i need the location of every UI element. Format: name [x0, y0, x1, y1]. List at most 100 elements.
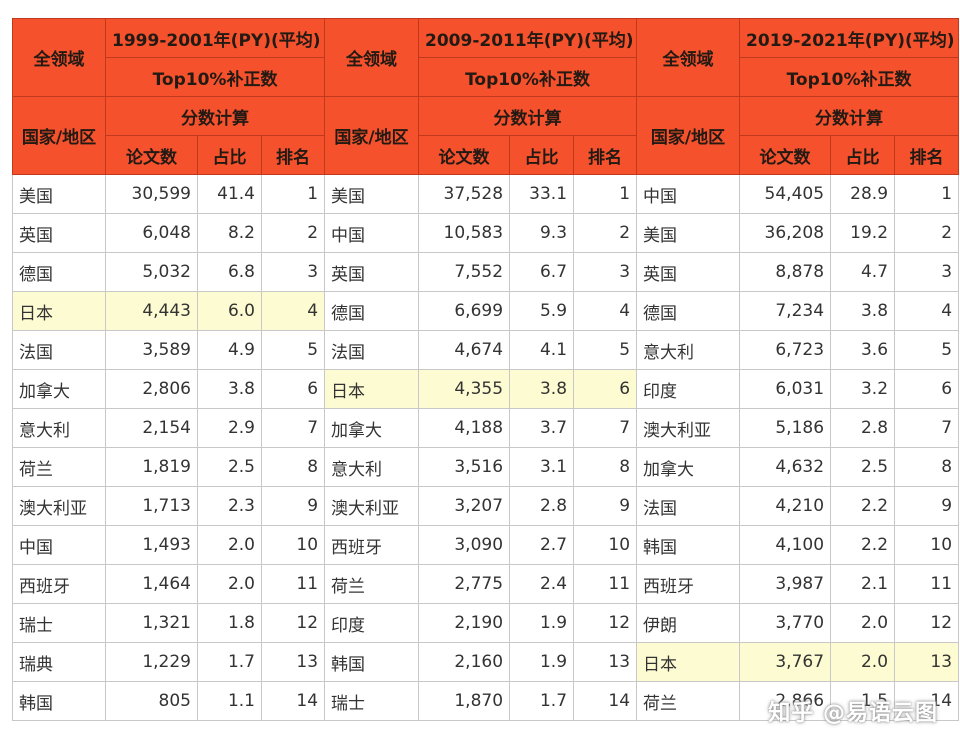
country-name: 法国: [324, 330, 420, 370]
rank-number: 1: [260, 174, 326, 214]
rank-number: 11: [573, 564, 638, 604]
share-percent: 28.9: [830, 174, 896, 214]
country-name: 瑞典: [12, 642, 106, 682]
country-name: 德国: [636, 291, 741, 331]
papers-label-1: 论文数: [105, 135, 198, 175]
country-name: 英国: [636, 252, 741, 292]
paper-count: 2,775: [418, 564, 511, 604]
share-percent: 3.8: [197, 369, 262, 409]
table-row: 加拿大 2,806 3.8 6 日本 4,355 3.8 6 印度 6,031 3.2 6: [12, 369, 960, 409]
rank-number: 12: [894, 603, 960, 643]
paper-count: 2,866: [739, 681, 832, 721]
rank-number: 1: [573, 174, 638, 214]
share-percent: 1.9: [509, 642, 575, 682]
rank-label-1: 排名: [260, 135, 326, 175]
rank-number: 10: [260, 525, 326, 565]
share-percent: 2.0: [197, 525, 262, 565]
rank-number: 1: [894, 174, 960, 214]
share-percent: 3.8: [830, 291, 896, 331]
period-header-1: 1999-2001年(PY)(平均): [104, 18, 326, 58]
paper-count: 2,160: [418, 642, 511, 682]
paper-count: 3,516: [418, 447, 511, 487]
paper-count: 6,699: [418, 291, 511, 331]
share-percent: 2.3: [197, 486, 262, 526]
country-name: 美国: [324, 174, 420, 214]
paper-count: 3,090: [418, 525, 511, 565]
table-row: 西班牙 1,464 2.0 11 荷兰 2,775 2.4 11 西班牙 3,987 2.1 11: [12, 564, 960, 604]
country-name: 法国: [636, 486, 741, 526]
paper-count: 1,713: [105, 486, 198, 526]
paper-count: 30,599: [105, 174, 198, 214]
country-name: 英国: [324, 252, 420, 292]
rank-number: 11: [260, 564, 326, 604]
metric-label-3: Top10%补正数: [739, 57, 960, 97]
rank-number: 4: [894, 291, 960, 331]
paper-count: 3,767: [739, 642, 832, 682]
share-percent: 3.6: [830, 330, 896, 370]
table-row: 日本 4,443 6.0 4 德国 6,699 5.9 4 德国 7,234 3.8 4: [12, 291, 960, 331]
paper-count: 4,210: [739, 486, 832, 526]
country-name: 法国: [12, 330, 106, 370]
paper-count: 4,632: [739, 447, 832, 487]
rank-number: 5: [260, 330, 326, 370]
rank-number: 4: [260, 291, 326, 331]
rank-number: 10: [894, 525, 960, 565]
rank-number: 13: [573, 642, 638, 682]
domain-label-3: 全领域: [636, 18, 741, 97]
paper-count: 4,188: [418, 408, 511, 448]
paper-count: 1,493: [105, 525, 198, 565]
share-percent: 1.8: [197, 603, 262, 643]
rank-number: 6: [894, 369, 960, 409]
rank-number: 12: [260, 603, 326, 643]
share-percent: 2.1: [830, 564, 896, 604]
table-header: 全领域 1999-2001年(PY)(平均) 全领域 2009-2011年(PY…: [12, 18, 960, 175]
paper-count: 4,355: [418, 369, 511, 409]
metric-label-1: Top10%补正数: [104, 57, 326, 97]
paper-count: 6,048: [105, 213, 198, 253]
ranking-table: 全领域 1999-2001年(PY)(平均) 全领域 2009-2011年(PY…: [12, 18, 960, 721]
country-name: 英国: [12, 213, 106, 253]
country-name: 澳大利亚: [12, 486, 106, 526]
table-row: 英国 6,048 8.2 2 中国 10,583 9.3 2 美国 36,208 19.2 2: [12, 213, 960, 253]
rank-number: 8: [894, 447, 960, 487]
share-percent: 1.7: [197, 642, 262, 682]
country-name: 美国: [636, 213, 741, 253]
paper-count: 4,100: [739, 525, 832, 565]
watermark-text: 知乎 @易语云图: [768, 701, 938, 726]
share-percent: 2.2: [830, 525, 896, 565]
share-percent: 6.0: [197, 291, 262, 331]
rank-number: 7: [894, 408, 960, 448]
papers-label-2: 论文数: [418, 135, 511, 175]
share-label-1: 占比: [197, 135, 262, 175]
paper-count: 5,032: [105, 252, 198, 292]
metric-label-2: Top10%补正数: [418, 57, 638, 97]
country-name: 加拿大: [636, 447, 741, 487]
share-percent: 1.5: [830, 681, 896, 721]
share-percent: 9.3: [509, 213, 575, 253]
country-name: 西班牙: [636, 564, 741, 604]
country-name: 加拿大: [12, 369, 106, 409]
paper-count: 7,552: [418, 252, 511, 292]
country-name: 瑞士: [324, 681, 420, 721]
country-name: 中国: [636, 174, 741, 214]
period-header-3: 2019-2021年(PY)(平均): [739, 18, 960, 58]
share-percent: 5.9: [509, 291, 575, 331]
rank-number: 12: [573, 603, 638, 643]
paper-count: 2,190: [418, 603, 511, 643]
paper-count: 1,819: [105, 447, 198, 487]
share-percent: 2.0: [197, 564, 262, 604]
share-percent: 6.8: [197, 252, 262, 292]
country-name: 西班牙: [324, 525, 420, 565]
country-name: 中国: [324, 213, 420, 253]
period-header-2: 2009-2011年(PY)(平均): [418, 18, 638, 58]
table-row: 美国 30,599 41.4 1 美国 37,528 33.1 1 中国 54,405 28.9 1: [12, 174, 960, 214]
country-name: 荷兰: [636, 681, 741, 721]
country-name: 德国: [12, 252, 106, 292]
rank-number: 9: [894, 486, 960, 526]
rank-number: 5: [894, 330, 960, 370]
country-name: 荷兰: [12, 447, 106, 487]
paper-count: 3,770: [739, 603, 832, 643]
paper-count: 36,208: [739, 213, 832, 253]
country-name: 意大利: [636, 330, 741, 370]
country-name: 澳大利亚: [636, 408, 741, 448]
